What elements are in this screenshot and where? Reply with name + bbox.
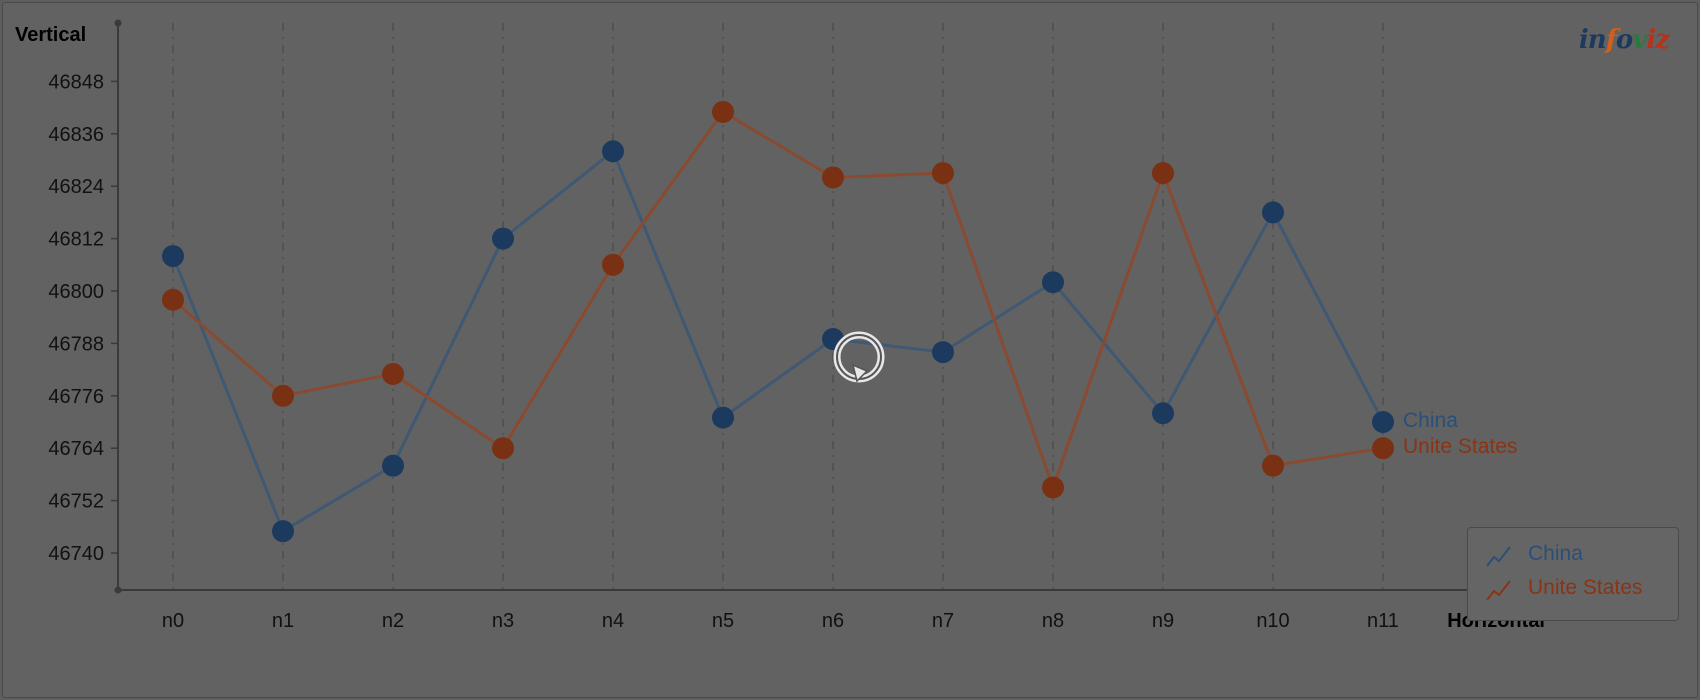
data-point[interactable] xyxy=(932,162,954,185)
data-point[interactable] xyxy=(712,100,734,123)
grid-lines xyxy=(172,23,1384,590)
series-line-0 xyxy=(171,148,1385,534)
x-tick-label: n11 xyxy=(1367,610,1399,632)
y-tick-label: 46836 xyxy=(48,124,104,146)
series-points xyxy=(162,100,1394,543)
data-point[interactable] xyxy=(1262,201,1284,224)
line-series-icon xyxy=(1486,546,1511,567)
series-end-labels: China Unite States xyxy=(1403,409,1517,458)
x-tick-label: n0 xyxy=(162,610,184,632)
data-point[interactable] xyxy=(1262,454,1284,477)
series-line-1 xyxy=(172,109,1384,493)
y-tick-label: 46848 xyxy=(48,71,104,93)
y-tick-label: 46740 xyxy=(48,543,104,565)
data-point[interactable] xyxy=(1152,162,1174,185)
line-chart: 46740 46752 46764 46776 46788 46800 46812 46824… xyxy=(15,19,1552,632)
data-point[interactable] xyxy=(492,227,514,250)
x-tick-label: n8 xyxy=(1042,610,1064,632)
series-end-label: China xyxy=(1403,409,1458,432)
x-tick-label: n10 xyxy=(1256,610,1289,632)
legend-label-usa: Unite States xyxy=(1528,576,1643,599)
x-tick-label: n1 xyxy=(272,610,294,632)
data-point[interactable] xyxy=(382,454,404,477)
x-tick-label: n7 xyxy=(932,610,954,632)
y-axis-title: Vertical xyxy=(15,24,86,46)
x-tick-label: n2 xyxy=(382,610,404,632)
data-point[interactable] xyxy=(162,245,184,268)
x-tick-labels: n0 n1 n2 n3 n4 n5 n6 n7 n8 n9 n10 n11 xyxy=(162,610,1399,632)
data-point[interactable] xyxy=(1372,437,1394,460)
data-point[interactable] xyxy=(1042,476,1064,499)
data-point[interactable] xyxy=(932,341,954,364)
axis-origin-dot xyxy=(114,586,122,594)
y-tick-label: 46764 xyxy=(48,438,104,460)
data-point[interactable] xyxy=(1042,271,1064,294)
y-tick-label: 46752 xyxy=(48,491,104,513)
data-point[interactable] xyxy=(1152,402,1174,425)
series-lines xyxy=(171,109,1385,534)
data-point[interactable] xyxy=(272,520,294,543)
y-tick-label: 46800 xyxy=(48,281,104,303)
line-series-icon xyxy=(1486,580,1511,601)
data-point[interactable] xyxy=(712,406,734,429)
y-tick-labels: 46740 46752 46764 46776 46788 46800 46812 46824… xyxy=(48,71,118,565)
reload-icon xyxy=(833,331,885,383)
data-point[interactable] xyxy=(602,140,624,163)
data-point[interactable] xyxy=(272,384,294,407)
series-end-label: Unite States xyxy=(1403,435,1517,458)
x-tick-label: n9 xyxy=(1152,610,1174,632)
y-tick-label: 46776 xyxy=(48,386,104,408)
axis-end-dot xyxy=(114,19,122,27)
x-tick-label: n6 xyxy=(822,610,844,632)
y-tick-label: 46824 xyxy=(48,176,104,198)
data-point[interactable] xyxy=(162,288,184,311)
x-tick-label: n4 xyxy=(602,610,624,632)
legend-label-china: China xyxy=(1528,542,1583,565)
data-point[interactable] xyxy=(822,166,844,189)
data-point[interactable] xyxy=(1372,411,1394,433)
data-point[interactable] xyxy=(382,362,404,385)
data-point[interactable] xyxy=(602,253,624,276)
x-tick-label: n3 xyxy=(492,610,514,632)
y-tick-label: 46812 xyxy=(48,229,104,251)
legend: China Unite States xyxy=(1467,527,1679,621)
infoviz-logo: infoviz xyxy=(1578,25,1670,55)
y-tick-label: 46788 xyxy=(48,333,104,355)
x-tick-label: n5 xyxy=(712,610,734,632)
data-point[interactable] xyxy=(492,437,514,460)
